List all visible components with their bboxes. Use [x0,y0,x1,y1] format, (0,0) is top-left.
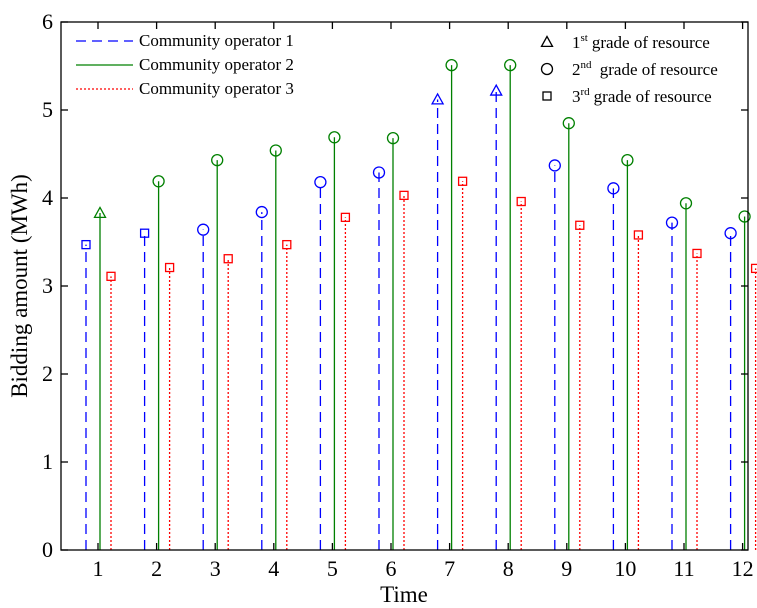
stem-marker [621,154,634,167]
stem-marker [340,212,351,223]
stem-marker [633,230,644,240]
stem-marker [562,117,575,130]
stem-marker [724,227,737,240]
y-tick-label: 0 [42,537,53,562]
stem-marker [399,190,409,201]
legend-series-label: Community operator 3 [139,79,294,98]
stem-marker [445,58,458,72]
plot-area [81,58,757,550]
stem-marker [93,206,107,219]
stem-marker [139,228,150,238]
legend-marker-circle [540,62,554,76]
x-tick-label: 8 [503,556,514,581]
legend-series-label: Community operator 2 [139,55,294,74]
legend: Community operator 1 Community operator 2… [76,31,718,106]
x-tick-label: 10 [614,556,636,581]
legend-marker-square [542,91,552,101]
stem-marker [328,131,341,144]
y-tick-label: 4 [42,185,53,210]
stem-marker [548,159,561,172]
x-tick-label: 1 [93,556,104,581]
x-tick-label: 11 [673,556,694,581]
stem-marker [106,271,116,281]
stem-marker [372,166,386,179]
x-tick-label: 12 [732,556,754,581]
stem-marker [386,132,400,145]
y-tick-label: 1 [42,449,53,474]
stem-marker [750,263,757,274]
stem-marker [197,223,210,236]
y-tick-label: 5 [42,97,53,122]
legend-grade-label: 2nd grade of resource [572,59,718,79]
stem-marker [665,216,679,229]
y-tick-label: 6 [42,9,53,34]
legend-series-label: Community operator 1 [139,31,294,50]
stem-marker [152,175,165,188]
stem-marker [575,220,585,230]
legend-grade-label: 1st grade of resource [572,32,710,52]
y-tick-label: 2 [42,361,53,386]
x-tick-label: 4 [268,556,279,581]
stem-marker [607,182,620,195]
stem-marker [211,154,224,167]
legend-grade-label: 3rd grade of resource [572,86,712,106]
y-tick-label: 3 [42,273,53,298]
y-axis-label: Bidding amount (MWh) [7,174,32,398]
x-tick-label: 5 [327,556,338,581]
stem-marker [223,254,233,264]
stem-marker [81,239,91,250]
stem-marker [430,92,445,105]
x-tick-label: 9 [561,556,572,581]
stem-marker [269,144,282,157]
stem-marker [679,197,693,210]
stem-marker [164,262,175,273]
stem-marker [314,176,327,189]
stem-marker [282,239,292,250]
stem-marker [516,196,526,207]
stem-marker [692,248,702,259]
stem-marker [255,205,268,219]
x-axis-label: Time [380,582,428,607]
x-tick-label: 7 [444,556,455,581]
x-tick-label: 6 [386,556,397,581]
stem-marker [457,176,468,186]
x-tick-label: 3 [210,556,221,581]
stem-marker [504,58,517,72]
stem-marker [738,210,751,223]
stem-marker [489,83,503,96]
x-tick-label: 2 [151,556,162,581]
legend-marker-triangle [540,35,554,48]
